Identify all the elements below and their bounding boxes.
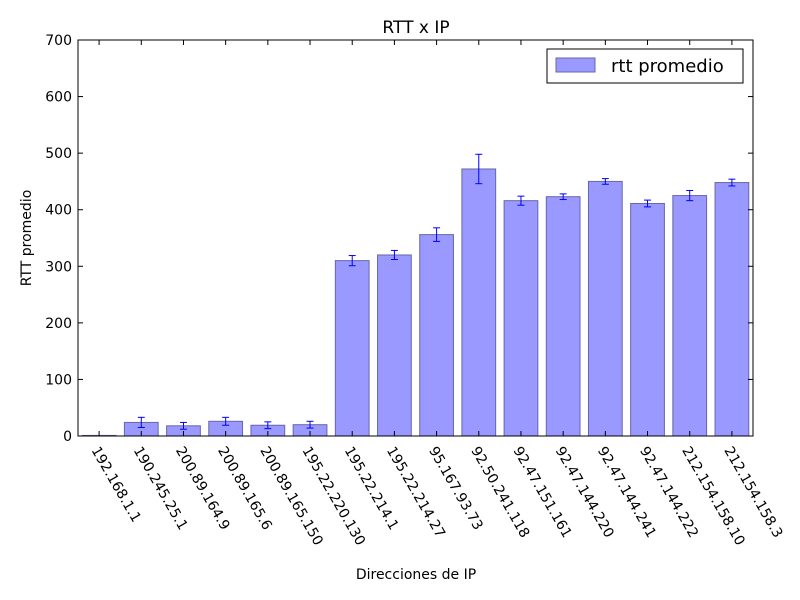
bars-layer — [81, 168, 750, 437]
error-bar — [517, 195, 525, 206]
bar — [672, 195, 708, 437]
bar — [334, 260, 370, 437]
bar — [714, 182, 750, 437]
bar — [377, 254, 412, 437]
error-bar — [475, 153, 483, 185]
error-bar — [390, 249, 398, 260]
legend-box — [546, 48, 744, 84]
y-tick-label: 300 — [45, 259, 72, 275]
error-bar — [306, 420, 314, 429]
bar — [419, 234, 454, 437]
error-bar — [179, 421, 187, 430]
error-bar — [559, 193, 567, 201]
legend-swatch — [555, 57, 596, 73]
error-bar — [686, 189, 694, 202]
error-bar — [433, 227, 441, 242]
y-tick-label: 0 — [63, 429, 72, 445]
y-axis-label: RTT promedio — [19, 190, 35, 287]
y-tick-label: 700 — [45, 33, 72, 49]
error-bar — [644, 199, 652, 208]
bar — [545, 196, 581, 437]
bar — [461, 168, 497, 437]
y-tick-label: 600 — [45, 90, 72, 106]
error-bar — [601, 178, 609, 185]
error-bar — [222, 416, 230, 426]
legend-label: rtt promedio — [611, 56, 724, 77]
error-bars-layer — [137, 153, 736, 430]
y-tick-label: 100 — [45, 372, 72, 388]
legend: rtt promedio — [546, 48, 744, 84]
x-axis-label: Direcciones de IP — [356, 567, 476, 583]
bar — [587, 180, 623, 437]
y-tick-label: 200 — [45, 316, 72, 332]
bar — [503, 200, 539, 437]
error-bar — [348, 255, 356, 267]
error-bar — [137, 416, 145, 429]
y-tick-label: 500 — [45, 146, 72, 162]
error-bar — [264, 421, 272, 430]
y-tick-label: 400 — [45, 203, 72, 219]
y-axis-ticks: 0 100 200 300 400 500 600 700 — [45, 33, 753, 445]
plot-frame — [77, 39, 754, 437]
chart-title: RTT x IP — [382, 18, 449, 38]
bar — [630, 202, 665, 437]
error-bar — [728, 178, 736, 187]
